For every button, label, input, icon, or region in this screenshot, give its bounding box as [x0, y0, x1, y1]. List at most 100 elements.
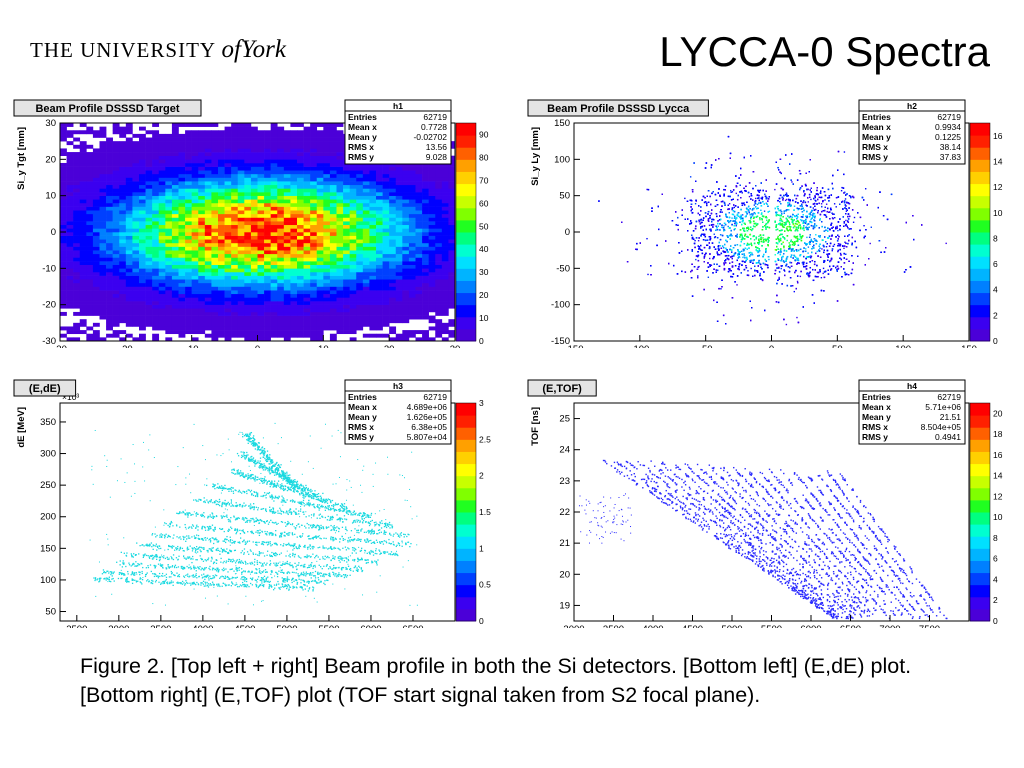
- heatmap-cell: [132, 253, 140, 258]
- heatmap-cell: [303, 192, 311, 196]
- heatmap-cell: [264, 275, 271, 280]
- heatmap-cell: [132, 162, 140, 167]
- heatmap-cell: [415, 188, 423, 193]
- heatmap-cell: [323, 235, 331, 240]
- scatter-point: [833, 203, 836, 205]
- heatmap-cell: [211, 271, 219, 276]
- heatmap-cell: [303, 126, 311, 131]
- heatmap-cell: [79, 213, 87, 218]
- heatmap-cell: [171, 181, 179, 186]
- heatmap-cell: [343, 311, 350, 316]
- heatmap-cell: [257, 261, 265, 265]
- scatter-point: [763, 210, 766, 212]
- heatmap-cell: [171, 311, 179, 316]
- scatter-point: [731, 208, 733, 211]
- heatmap-cell: [119, 308, 127, 313]
- heatmap-cell: [290, 301, 298, 305]
- heatmap-cell: [343, 177, 350, 182]
- heatmap-cell: [329, 297, 337, 302]
- heatmap-cell: [211, 330, 219, 335]
- heatmap-cell: [362, 257, 370, 262]
- heatmap-cell: [79, 170, 87, 175]
- heatmap-cell: [316, 301, 324, 305]
- heatmap-cell: [356, 213, 364, 218]
- heatmap-cell: [356, 188, 364, 193]
- scatter-point: [721, 211, 723, 213]
- heatmap-cell: [191, 257, 199, 262]
- heatmap-cell: [86, 126, 94, 131]
- heatmap-cell: [165, 159, 173, 164]
- heatmap-cell: [316, 282, 324, 287]
- heatmap-cell: [422, 290, 429, 295]
- heatmap-cell: [376, 221, 383, 226]
- heatmap-cell: [119, 192, 127, 196]
- heatmap-cell: [329, 319, 337, 324]
- heatmap-cell: [376, 297, 383, 302]
- heatmap-cell: [132, 257, 140, 262]
- heatmap-cell: [73, 257, 81, 262]
- heatmap-cell: [119, 282, 127, 287]
- heatmap-cell: [448, 261, 456, 265]
- heatmap-cell: [139, 181, 146, 186]
- heatmap-cell: [119, 206, 127, 211]
- heatmap-cell: [310, 224, 318, 229]
- heatmap-cell: [79, 210, 87, 215]
- heatmap-cell: [66, 173, 74, 178]
- heatmap-cell: [231, 253, 239, 258]
- heatmap-cell: [408, 224, 416, 229]
- heatmap-cell: [152, 326, 160, 331]
- heatmap-cell: [336, 239, 344, 244]
- heatmap-cell: [323, 206, 331, 211]
- heatmap-cell: [277, 210, 285, 215]
- heatmap-cell: [86, 159, 94, 164]
- heatmap-cell: [408, 275, 416, 280]
- heatmap-cell: [435, 170, 443, 175]
- heatmap-cell: [316, 217, 324, 222]
- heatmap-cell: [362, 271, 370, 276]
- heatmap-cell: [389, 217, 397, 222]
- heatmap-cell: [198, 286, 206, 291]
- heatmap-cell: [66, 228, 74, 233]
- heatmap-cell: [178, 210, 186, 215]
- heatmap-cell: [165, 319, 173, 324]
- heatmap-cell: [237, 239, 245, 244]
- heatmap-cell: [158, 293, 166, 298]
- heatmap-cell: [185, 123, 192, 127]
- heatmap-cell: [408, 210, 416, 215]
- heatmap-cell: [218, 213, 225, 218]
- heatmap-cell: [106, 173, 113, 178]
- heatmap-cell: [448, 166, 456, 171]
- heatmap-cell: [211, 319, 219, 324]
- heatmap-cell: [257, 235, 265, 240]
- heatmap-cell: [290, 232, 298, 236]
- heatmap-cell: [132, 221, 140, 226]
- heatmap-cell: [283, 297, 291, 302]
- heatmap-cell: [316, 133, 324, 138]
- heatmap-cell: [171, 322, 179, 327]
- heatmap-cell: [204, 319, 212, 324]
- heatmap-cell: [316, 199, 324, 204]
- heatmap-cell: [402, 290, 410, 295]
- heatmap-cell: [106, 155, 113, 160]
- heatmap-cell: [112, 257, 120, 262]
- heatmap-cell: [106, 181, 113, 186]
- heatmap-cell: [99, 130, 107, 135]
- heatmap-cell: [441, 199, 449, 204]
- heatmap-cell: [264, 286, 271, 291]
- heatmap-cell: [329, 123, 337, 127]
- heatmap-cell: [79, 246, 87, 251]
- heatmap-cell: [389, 268, 397, 273]
- heatmap-cell: [224, 275, 232, 280]
- heatmap-cell: [73, 199, 81, 204]
- heatmap-cell: [244, 184, 252, 189]
- heatmap-cell: [264, 297, 271, 302]
- scatter-point: [727, 225, 729, 228]
- heatmap-cell: [323, 141, 331, 146]
- heatmap-cell: [329, 242, 337, 247]
- heatmap-cell: [178, 315, 186, 320]
- heatmap-cell: [165, 170, 173, 175]
- heatmap-cell: [323, 148, 331, 153]
- heatmap-cell: [441, 268, 449, 273]
- heatmap-cell: [198, 235, 206, 240]
- heatmap-cell: [60, 250, 67, 255]
